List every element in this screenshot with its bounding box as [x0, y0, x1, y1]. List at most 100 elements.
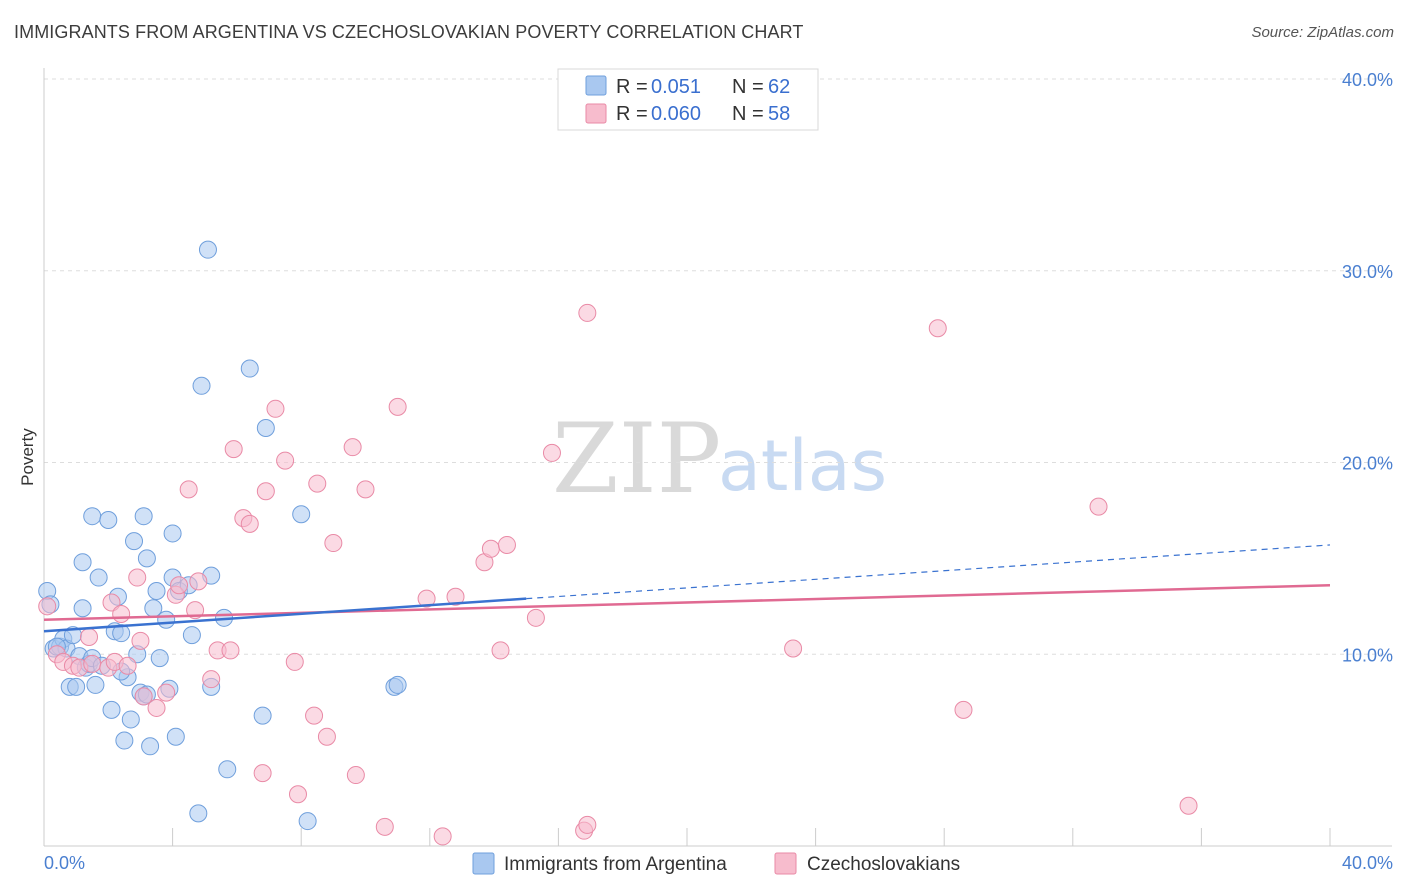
- scatter-point: [134, 507, 153, 526]
- scatter-point: [356, 480, 375, 499]
- scatter-point: [147, 581, 166, 600]
- scatter-point: [784, 639, 803, 658]
- scatter-point: [292, 505, 311, 524]
- y-axis-label: Poverty: [18, 428, 37, 486]
- scatter-point: [202, 670, 221, 689]
- scatter-point: [256, 418, 275, 437]
- scatter-point: [182, 626, 201, 645]
- scatter-point: [102, 593, 121, 612]
- trend-lines: [43, 544, 1331, 633]
- legend: R = 0.051 N = 62 R = 0.060 N = 58: [557, 68, 819, 131]
- scatter-point: [150, 649, 169, 668]
- chart-title: IMMIGRANTS FROM ARGENTINA VS CZECHOSLOVA…: [14, 22, 804, 42]
- scatter-point: [163, 524, 182, 543]
- scatter-point: [433, 827, 452, 846]
- scatter-point: [118, 656, 137, 675]
- scatter-point: [131, 631, 150, 650]
- scatter-point: [189, 804, 208, 823]
- scatter-point: [128, 568, 147, 587]
- y-tick-label: 10.0%: [1342, 645, 1393, 665]
- trend-line-argentina: [43, 597, 527, 633]
- scatter-point: [67, 677, 86, 696]
- scatter-point: [308, 474, 327, 493]
- scatter-point: [253, 706, 272, 725]
- scatter-point: [99, 511, 118, 530]
- x-tick-label-end: 40.0%: [1342, 853, 1393, 873]
- legend-r-label: R =: [616, 103, 648, 125]
- series-argentina: [38, 240, 407, 831]
- scatter-point: [305, 706, 324, 725]
- scatter-point: [166, 727, 185, 746]
- bottom-legend-label-argentina: Immigrants from Argentina: [504, 854, 727, 875]
- scatter-point: [578, 303, 597, 322]
- scatter-point: [1179, 796, 1198, 815]
- scatter-point: [317, 727, 336, 746]
- source-label: Source: ZipAtlas.com: [1251, 24, 1394, 41]
- watermark-zip: ZIP: [552, 403, 721, 515]
- scatter-point: [157, 610, 176, 629]
- x-axis-ticks: [172, 828, 1331, 846]
- scatter-point: [115, 731, 134, 750]
- scatter-point: [157, 683, 176, 702]
- scatter-point: [491, 641, 510, 660]
- scatter-point: [102, 700, 121, 719]
- scatter-point: [147, 698, 166, 717]
- scatter-point: [375, 817, 394, 836]
- scatter-point: [192, 376, 211, 395]
- scatter-point: [256, 482, 275, 501]
- bottom-legend-swatch-czechoslovakians: [774, 852, 797, 875]
- y-axis-tick-labels: 10.0% 20.0% 30.0% 40.0%: [1342, 70, 1393, 665]
- scatter-point: [578, 815, 597, 834]
- legend-r-label: R =: [616, 76, 648, 98]
- bottom-legend-swatch-argentina: [472, 852, 495, 875]
- scatter-point: [343, 438, 362, 457]
- bottom-legend: Immigrants from Argentina Czechoslovakia…: [472, 852, 960, 875]
- trend-line-argentina-extrapolated: [526, 544, 1331, 600]
- scatter-point: [137, 549, 156, 568]
- scatter-point: [73, 599, 92, 618]
- x-tick-label-start: 0.0%: [44, 853, 85, 873]
- scatter-point: [125, 532, 144, 551]
- legend-swatch-argentina: [585, 75, 607, 96]
- series-czechoslovakians: [38, 303, 1198, 846]
- scatter-point: [417, 589, 436, 608]
- scatter-point: [83, 507, 102, 526]
- scatter-point: [89, 568, 108, 587]
- scatter-point: [954, 700, 973, 719]
- y-tick-label: 30.0%: [1342, 262, 1393, 282]
- scatter-point: [481, 539, 500, 558]
- scatter-point: [928, 319, 947, 338]
- legend-r-value: 0.051: [651, 76, 701, 98]
- scatter-point: [83, 654, 102, 673]
- bottom-legend-label-czechoslovakians: Czechoslovakians: [807, 854, 960, 875]
- scatter-point: [240, 514, 259, 533]
- scatter-point: [346, 766, 365, 785]
- watermark: ZIP atlas: [552, 403, 887, 515]
- scatter-point: [179, 480, 198, 499]
- y-tick-label: 40.0%: [1342, 70, 1393, 90]
- legend-n-label: N =: [732, 103, 764, 125]
- scatter-point: [198, 240, 217, 259]
- scatter-point: [324, 534, 343, 553]
- scatter-point: [221, 641, 240, 660]
- scatter-point: [38, 597, 57, 616]
- scatter-point: [112, 604, 131, 623]
- scatter-point: [526, 608, 545, 627]
- legend-swatch-czechoslovakians: [585, 103, 607, 124]
- scatter-point: [218, 760, 237, 779]
- scatter-point: [542, 443, 561, 462]
- scatter-point: [388, 675, 407, 694]
- scatter-point: [497, 535, 516, 554]
- gridlines: [44, 78, 1392, 655]
- scatter-point: [388, 397, 407, 416]
- legend-n-label: N =: [732, 76, 764, 98]
- y-tick-label: 20.0%: [1342, 454, 1393, 474]
- legend-n-value: 58: [768, 103, 790, 125]
- scatter-point: [189, 572, 208, 591]
- watermark-atlas: atlas: [718, 425, 887, 507]
- legend-r-value: 0.060: [651, 103, 701, 125]
- trend-line-czechoslovakians: [43, 583, 1331, 621]
- scatter-point: [170, 576, 189, 595]
- scatter-point: [86, 675, 105, 694]
